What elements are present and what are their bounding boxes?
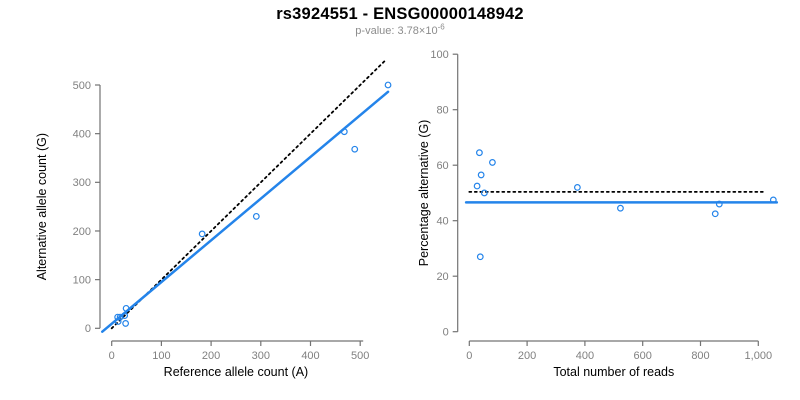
y-tick-label: 60 [436, 160, 448, 172]
x-tick-label: 200 [202, 350, 220, 362]
y-tick-label: 20 [436, 271, 448, 283]
data-point [121, 312, 129, 320]
data-point [340, 128, 348, 136]
pvalue-subtitle: p-value: 3.78×10-6 [0, 22, 800, 37]
data-point [114, 313, 122, 321]
figure-title: rs3924551 - ENSG00000148942 [276, 5, 524, 23]
data-point [198, 230, 206, 238]
x-tick-label: 1,000 [745, 350, 773, 362]
y-tick-label: 300 [73, 177, 91, 189]
data-point [476, 253, 484, 261]
y-tick-label: 100 [430, 49, 448, 61]
x-tick-label: 200 [518, 350, 536, 362]
y-tick-label: 400 [73, 128, 91, 140]
data-point [122, 304, 130, 312]
data-point [715, 200, 723, 208]
data-point [351, 145, 359, 153]
x-tick-label: 300 [252, 350, 270, 362]
y-tick-label: 200 [73, 226, 91, 238]
data-point [473, 182, 481, 190]
x-axis-label: Reference allele count (A) [164, 365, 309, 379]
left-scatter-plot: 0 100 200 300 400 500 0 100 200 300 400 500 Referenc… [35, 58, 392, 379]
right-scatter-plot: 0 20 40 60 80 100 0 200 400 600 800 1,000 Total numb… [417, 49, 779, 379]
data-point [711, 210, 719, 218]
y-tick-label: 100 [73, 274, 91, 286]
y-tick-label: 40 [436, 216, 448, 228]
x-axis-label: Total number of reads [553, 365, 674, 379]
y-tick-label: 0 [85, 323, 91, 335]
data-point [480, 189, 488, 197]
pvalue-text: p-value: 3.78×10 [355, 25, 438, 37]
y-axis-label: Alternative allele count (G) [35, 133, 49, 280]
data-point [489, 159, 496, 166]
data-point [769, 196, 777, 204]
data-point [617, 204, 624, 212]
x-tick-label: 0 [109, 350, 115, 362]
data-point [573, 183, 581, 191]
x-tick-label: 800 [691, 350, 709, 362]
x-tick-label: 0 [466, 350, 472, 362]
y-axis-label: Percentage alternative (G) [417, 120, 431, 267]
x-tick-label: 500 [351, 350, 369, 362]
data-point [114, 318, 122, 325]
data-point [384, 81, 392, 89]
y-tick-label: 500 [73, 80, 91, 92]
data-point [252, 212, 260, 220]
x-tick-label: 400 [301, 350, 319, 362]
pvalue-exponent: -6 [437, 22, 445, 32]
x-tick-label: 400 [576, 350, 594, 362]
y-tick-label: 0 [443, 327, 449, 339]
y-tick-label: 80 [436, 105, 448, 117]
data-point [122, 320, 130, 327]
identity-line [110, 58, 388, 330]
regression-line [101, 90, 390, 333]
data-point [477, 171, 485, 179]
data-point [476, 149, 483, 157]
x-tick-label: 100 [152, 350, 170, 362]
x-tick-label: 600 [634, 350, 652, 362]
